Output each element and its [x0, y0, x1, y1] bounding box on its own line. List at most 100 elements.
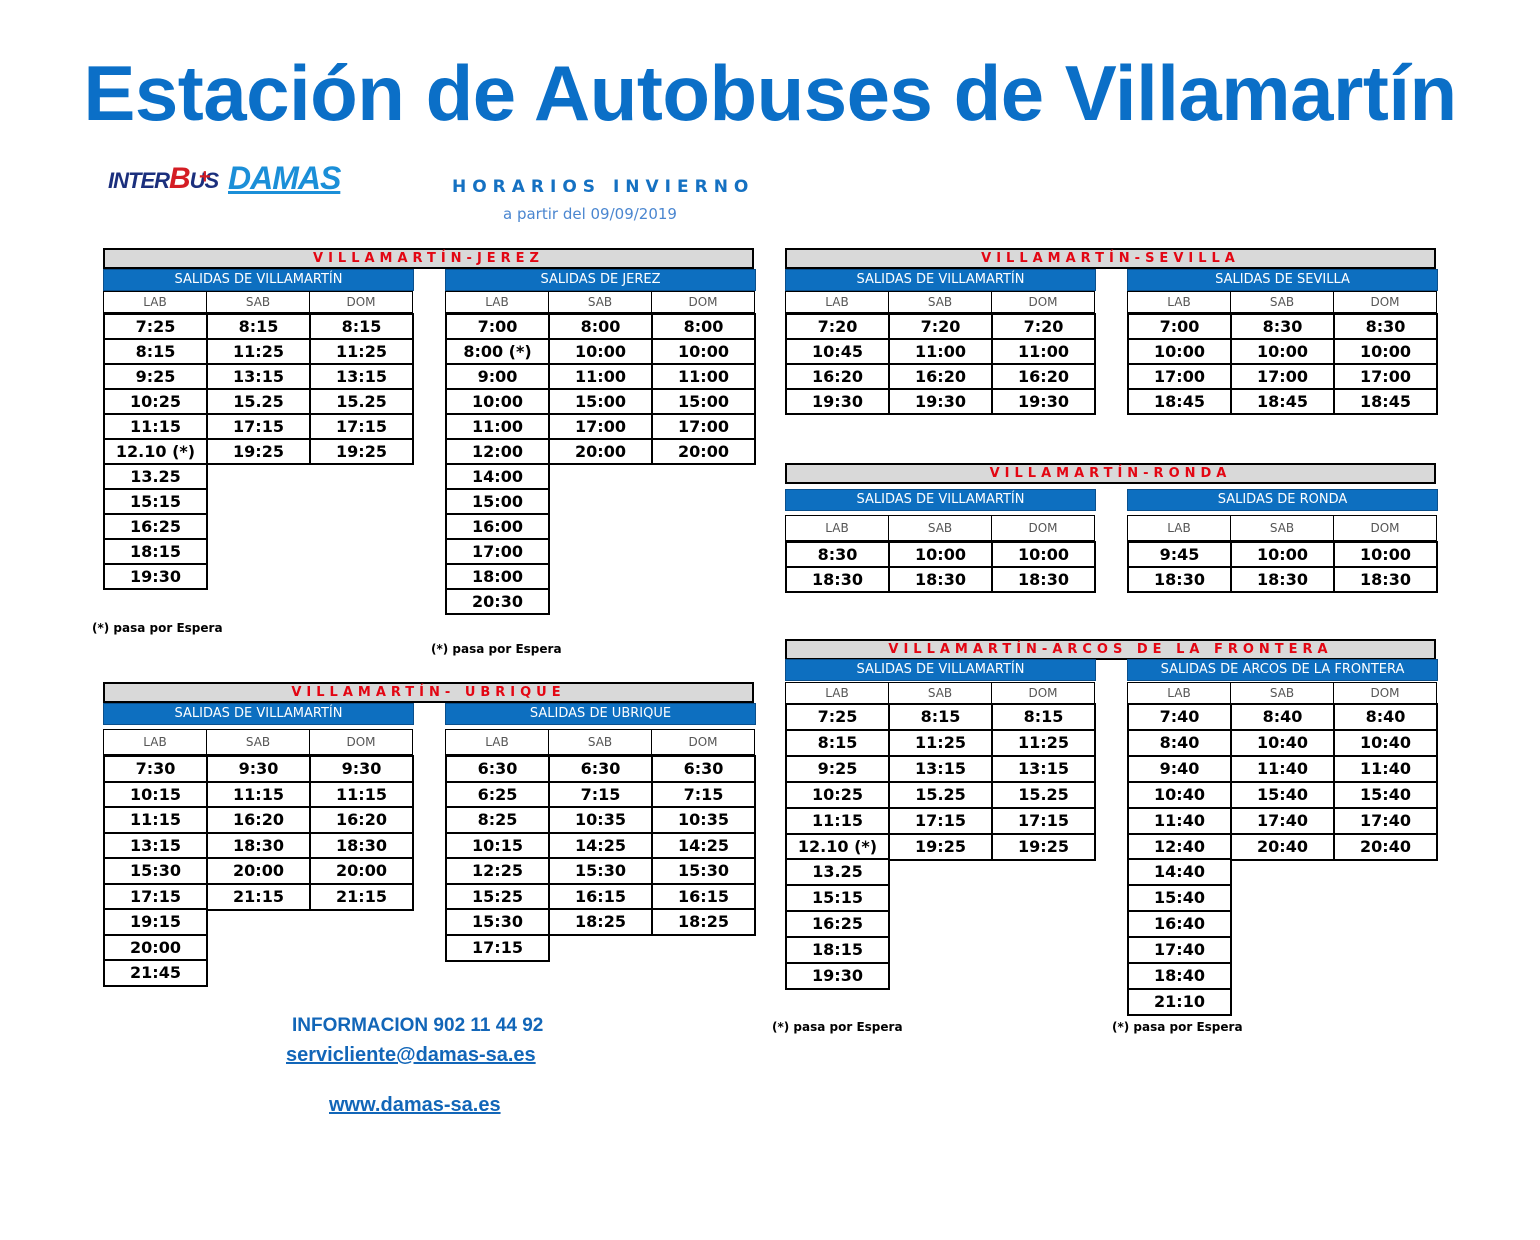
time-cell: 18:45	[1230, 388, 1335, 415]
time-cell: 12:00	[445, 438, 550, 465]
day-header: DOM	[1333, 515, 1437, 541]
time-cell: 13:15	[309, 363, 414, 390]
time-cell: 8:40	[1127, 729, 1232, 757]
time-cell: 10:40	[1333, 729, 1438, 757]
time-cell: 11:40	[1333, 755, 1438, 783]
time-cell: 10:35	[548, 806, 653, 834]
header-ubrique-out: SALIDAS DE VILLAMARTÍN	[103, 703, 414, 725]
time-cell: 6:30	[651, 755, 756, 783]
time-cell: 15:00	[445, 488, 550, 515]
day-header: SAB	[548, 729, 652, 755]
time-cell: 17:00	[1230, 363, 1335, 390]
time-cell: 18:30	[888, 566, 993, 593]
time-cell: 11:25	[309, 338, 414, 365]
time-cell: 11:40	[1230, 755, 1335, 783]
time-cell: 18:45	[1333, 388, 1438, 415]
time-cell: 17:00	[445, 538, 550, 565]
time-cell: 9:40	[1127, 755, 1232, 783]
day-header: DOM	[1333, 682, 1437, 704]
time-cell: 8:15	[991, 703, 1096, 731]
header-jerez-out: SALIDAS DE VILLAMARTÍN	[103, 269, 414, 291]
time-cell: 15:30	[103, 857, 208, 885]
time-cell: 17:15	[991, 807, 1096, 835]
day-header: DOM	[651, 729, 755, 755]
time-cell: 8:40	[1333, 703, 1438, 731]
day-header: LAB	[1127, 291, 1231, 313]
time-cell: 18:40	[1127, 962, 1232, 990]
time-cell: 20:40	[1333, 833, 1438, 861]
header-sevilla-in: SALIDAS DE SEVILLA	[1127, 269, 1438, 291]
time-cell: 10:00	[1127, 338, 1232, 365]
time-cell: 8:00 (*)	[445, 338, 550, 365]
time-cell: 16:25	[103, 513, 208, 540]
time-cell: 10:15	[103, 781, 208, 809]
time-cell: 16:15	[548, 883, 653, 911]
time-cell: 16:00	[445, 513, 550, 540]
time-cell: 7:20	[991, 313, 1096, 340]
time-cell: 17:15	[888, 807, 993, 835]
time-cell: 15:25	[445, 883, 550, 911]
time-cell: 15.25	[206, 388, 311, 415]
website-link[interactable]: www.damas-sa.es	[329, 1094, 501, 1116]
day-header: LAB	[1127, 515, 1231, 541]
time-cell: 7:00	[1127, 313, 1232, 340]
time-cell: 9:30	[206, 755, 311, 783]
page-title: Estación de Autobuses de Villamartín	[83, 49, 1457, 137]
email-link[interactable]: servicliente@damas-sa.es	[286, 1044, 536, 1066]
time-cell: 17:15	[206, 413, 311, 440]
time-cell: 10:40	[1230, 729, 1335, 757]
day-header: SAB	[888, 291, 992, 313]
time-cell: 10:45	[785, 338, 890, 365]
time-cell: 21:15	[206, 883, 311, 911]
time-cell: 15:00	[651, 388, 756, 415]
time-cell: 11:00	[651, 363, 756, 390]
time-cell: 20:00	[103, 934, 208, 962]
time-cell: 18:30	[991, 566, 1096, 593]
header-ubrique-in: SALIDAS DE UBRIQUE	[445, 703, 756, 725]
time-cell: 7:20	[785, 313, 890, 340]
time-cell: 15:15	[103, 488, 208, 515]
time-cell: 10:00	[1333, 541, 1438, 568]
time-cell: 18:30	[1230, 566, 1335, 593]
time-cell: 18:30	[1333, 566, 1438, 593]
time-cell: 7:15	[651, 781, 756, 809]
day-header: SAB	[206, 729, 310, 755]
time-cell: 16:20	[785, 363, 890, 390]
time-cell: 15:30	[445, 908, 550, 936]
time-cell: 18:30	[206, 832, 311, 860]
time-cell: 9:30	[309, 755, 414, 783]
time-cell: 15:40	[1127, 884, 1232, 912]
time-cell: 7:25	[103, 313, 208, 340]
time-cell: 6:25	[445, 781, 550, 809]
time-cell: 6:30	[445, 755, 550, 783]
time-cell: 12.10 (*)	[785, 833, 890, 861]
time-cell: 11:25	[888, 729, 993, 757]
time-cell: 8:00	[651, 313, 756, 340]
time-cell: 18:30	[1127, 566, 1232, 593]
time-cell: 19:15	[103, 908, 208, 936]
time-cell: 17:40	[1230, 807, 1335, 835]
note-jerez-out: (*) pasa por Espera	[92, 621, 223, 635]
day-header: DOM	[991, 682, 1095, 704]
time-cell: 7:30	[103, 755, 208, 783]
route-title-jerez: VILLAMARTÍN-JEREZ	[103, 248, 754, 269]
time-cell: 18:25	[651, 908, 756, 936]
time-cell: 19:25	[309, 438, 414, 465]
time-cell: 9:25	[103, 363, 208, 390]
time-cell: 20:00	[651, 438, 756, 465]
time-cell: 10:00	[1333, 338, 1438, 365]
time-cell: 8:15	[888, 703, 993, 731]
time-cell: 16:20	[888, 363, 993, 390]
header-ronda-out: SALIDAS DE VILLAMARTÍN	[785, 489, 1096, 511]
time-cell: 7:25	[785, 703, 890, 731]
day-header: SAB	[888, 515, 992, 541]
time-cell: 10:25	[103, 388, 208, 415]
time-cell: 21:15	[309, 883, 414, 911]
time-cell: 16:40	[1127, 910, 1232, 938]
interbus-logo: INTERBUS	[108, 162, 219, 195]
time-cell: 10:25	[785, 781, 890, 809]
route-title-arcos: VILLAMARTÍN-ARCOS DE LA FRONTERA	[785, 639, 1436, 660]
time-cell: 15.25	[888, 781, 993, 809]
time-cell: 18:15	[785, 936, 890, 964]
time-cell: 19:30	[103, 563, 208, 590]
